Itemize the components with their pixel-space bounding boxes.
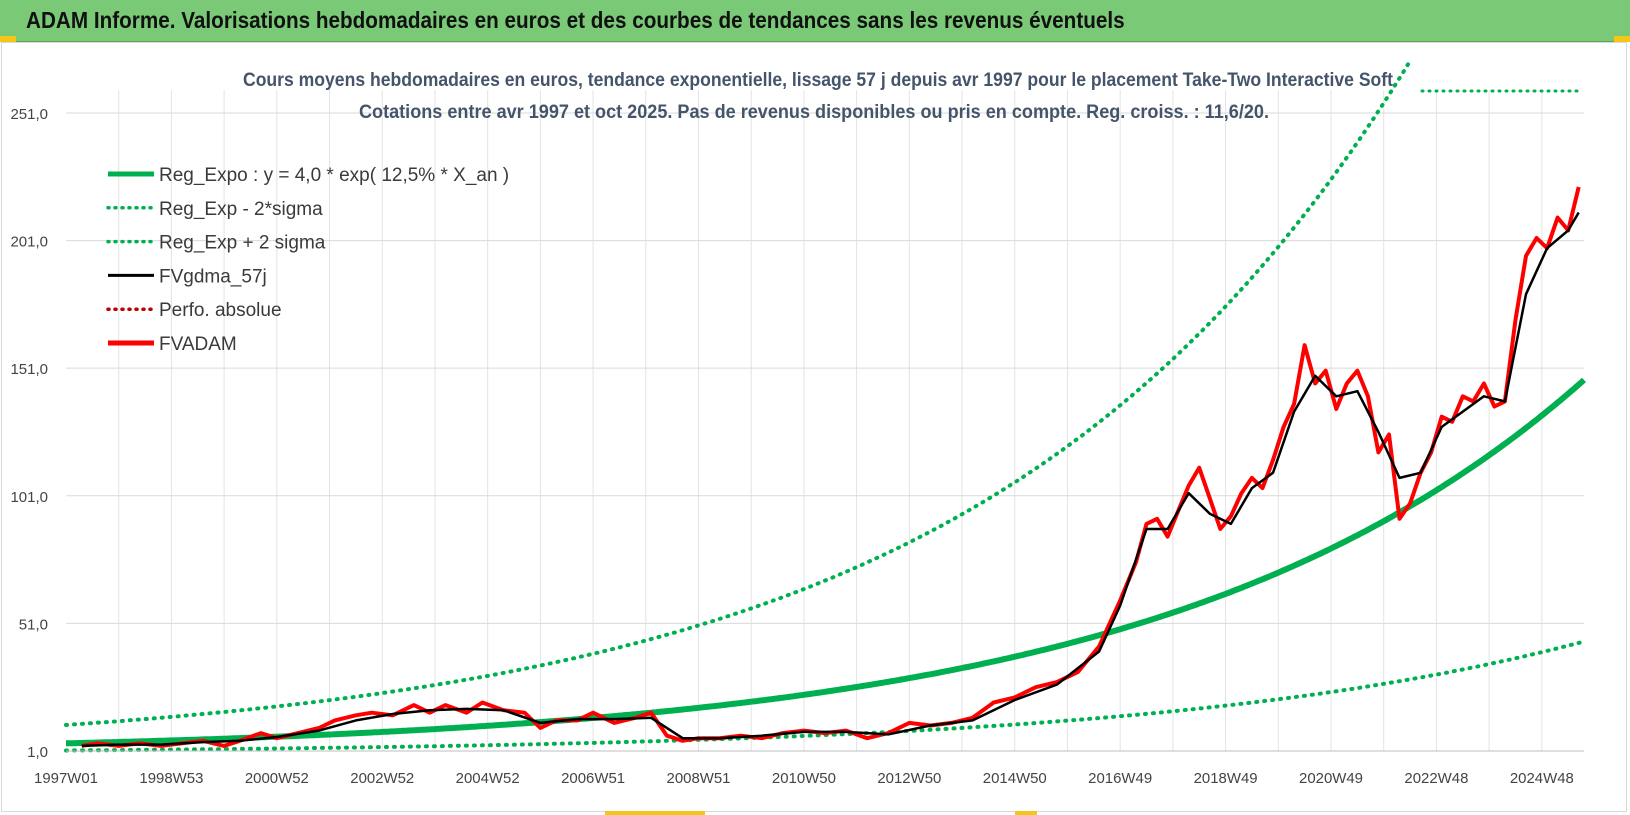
- header-bar: ADAM Informe. Valorisations hebdomadaire…: [0, 0, 1630, 42]
- legend-label: Reg_Exp + 2 sigma: [159, 233, 326, 254]
- y-tick-label: 51,0: [19, 616, 48, 633]
- legend-label: Reg_Expo : y = 4,0 * exp( 12,5% * X_an ): [159, 165, 509, 186]
- x-tick-label: 2012W50: [877, 770, 941, 787]
- x-tick-label: 2020W49: [1299, 770, 1363, 787]
- x-tick-label: 1997W01: [34, 770, 98, 787]
- corner-mark-right: [1614, 36, 1630, 42]
- series-fvgdma: [81, 211, 1580, 748]
- y-tick-label: 1,0: [27, 744, 48, 761]
- series-reg-expo: [66, 377, 1587, 747]
- x-tick-label: 2016W49: [1088, 770, 1152, 787]
- x-tick-label: 2014W50: [983, 770, 1047, 787]
- series-fvadam: [81, 186, 1581, 748]
- x-tick-label: 2022W48: [1404, 770, 1468, 787]
- legend: Reg_Expo : y = 4,0 * exp( 12,5% * X_an )…: [106, 165, 509, 355]
- legend-label: Reg_Exp - 2*sigma: [159, 199, 323, 220]
- x-tick-label: 2010W50: [772, 770, 836, 787]
- x-tick-label: 2004W52: [456, 770, 520, 787]
- grid-layer: [66, 90, 1584, 752]
- bottom-mark-2: [1015, 811, 1037, 815]
- chart-subtitle: Cotations entre avr 1997 et oct 2025. Pa…: [359, 102, 1269, 123]
- x-tick-label: 2000W52: [245, 770, 309, 787]
- x-tick-label: 2008W51: [667, 770, 731, 787]
- corner-mark-left: [0, 36, 16, 42]
- y-tick-label: 201,0: [10, 234, 48, 251]
- chart-frame: [1, 42, 1627, 812]
- bottom-mark-1: [605, 811, 705, 815]
- y-tick-label: 151,0: [10, 361, 48, 378]
- chart-title: Cours moyens hebdomadaires en euros, ten…: [243, 70, 1394, 91]
- legend-label: FVADAM: [159, 334, 237, 355]
- series-reg-upper: [64, 59, 1413, 727]
- y-tick-label: 251,0: [10, 106, 48, 123]
- x-tick-label: 2018W49: [1194, 770, 1258, 787]
- x-tick-label: 1998W53: [139, 770, 203, 787]
- page-title: ADAM Informe. Valorisations hebdomadaire…: [26, 7, 1125, 33]
- axis-layer: 1,0 51,0 101,0 151,0 201,0 251,0 1997W01 1998W5…: [10, 106, 1584, 787]
- x-tick-label: 2006W51: [561, 770, 625, 787]
- y-tick-label: 101,0: [10, 489, 48, 506]
- x-tick-label: 2002W52: [350, 770, 414, 787]
- legend-label: Perfo. absolue: [159, 300, 282, 321]
- series-layer: [64, 59, 1587, 753]
- legend-label: FVgdma_57j: [159, 266, 267, 287]
- x-tick-label: 2024W48: [1510, 770, 1574, 787]
- title-layer: Cours moyens hebdomadaires en euros, ten…: [243, 70, 1394, 123]
